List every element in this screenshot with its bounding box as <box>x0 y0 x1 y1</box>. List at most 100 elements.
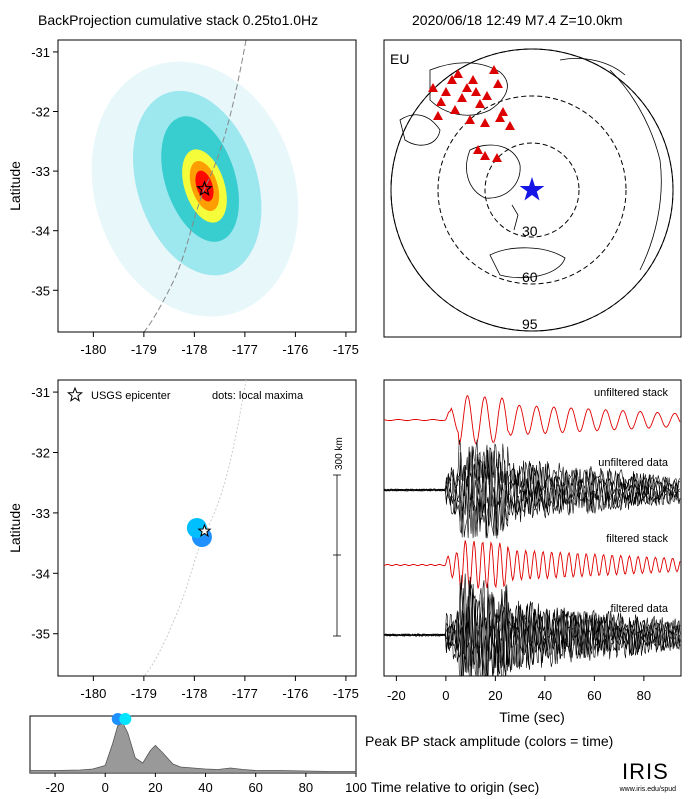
station-triangle-icon <box>436 97 446 106</box>
ring-30 <box>484 142 580 238</box>
amplitude-xlabel: Time relative to origin (sec) <box>371 779 539 795</box>
x-tick-label: 40 <box>538 688 552 703</box>
trace-line <box>384 443 681 539</box>
x-tick-label: -20 <box>387 688 406 703</box>
traces-xlabel: Time (sec) <box>499 709 565 725</box>
station-map-panel: EU 30 60 95 <box>383 39 682 338</box>
station-triangle-icon <box>475 99 485 108</box>
ring-label-60: 60 <box>522 269 538 285</box>
x-tick-label: 20 <box>148 780 162 795</box>
y-tick-label: -35 <box>31 283 50 298</box>
coast-nz <box>511 204 519 231</box>
x-tick-label: -180 <box>80 342 106 357</box>
heatmap-axes: -180 -179 -178 -177 -176 -175 -31 -32 -33 -34 -35 <box>31 45 359 357</box>
station-triangle-icon <box>480 151 490 160</box>
x-tick-label: 100 <box>345 780 367 795</box>
amplitude-title: Peak BP stack amplitude (colors = time) <box>365 733 613 749</box>
y-tick-label: -34 <box>31 224 50 239</box>
y-tick-label: -33 <box>31 506 50 521</box>
station-triangle-icon <box>482 91 492 100</box>
coast-antarctica <box>489 247 566 279</box>
logo-text: IRIS <box>622 759 669 784</box>
amplitude-panel: -20 0 20 40 60 80 100 Peak BP stack amplitude … <box>29 713 613 795</box>
event-info: 2020/06/18 12:49 M7.4 Z=10.0km <box>412 12 623 28</box>
coast-north <box>559 57 626 76</box>
x-tick-label: -180 <box>80 686 106 701</box>
region-label: EU <box>390 51 409 67</box>
station-triangle-icon <box>468 75 478 84</box>
traces-panel: unfiltered stack unfiltered data filtere… <box>383 379 682 725</box>
local-maxima-axes: -180 -179 -178 -177 -176 -175 -31 -32 -33 -34 -35 <box>31 385 359 701</box>
epicenter-star-icon <box>196 180 213 196</box>
local-maxima-panel: USGS epicenter dots: local maxima 300 km… <box>7 379 359 701</box>
station-triangle-icon <box>495 113 505 122</box>
epicenter-star-icon <box>519 177 545 201</box>
heatmap-panel: -180 -179 -178 -177 -176 -175-31-32-33-34-35 … <box>7 39 359 357</box>
x-tick-label: 0 <box>442 688 449 703</box>
trace-line <box>384 394 681 446</box>
trench-line <box>143 40 247 332</box>
trace-label-unfiltered-stack: unfiltered stack <box>594 387 668 399</box>
amplitude-area <box>30 722 356 773</box>
station-triangle-icon <box>498 107 508 116</box>
traces-axes: -20 0 20 40 60 80 <box>387 676 651 703</box>
y-tick-label: -32 <box>31 105 50 120</box>
x-tick-label: -179 <box>131 342 157 357</box>
y-tick-label: -31 <box>31 45 50 60</box>
amplitude-markers <box>111 713 132 725</box>
trench-line-light <box>143 380 247 676</box>
station-triangle-icon <box>492 153 502 162</box>
coast-americas <box>609 69 662 271</box>
x-tick-label: 80 <box>637 688 651 703</box>
time-marker-dot <box>119 713 132 725</box>
ring-label-95: 95 <box>522 316 538 332</box>
y-tick-label: -34 <box>31 566 50 581</box>
x-tick-label: -175 <box>333 686 359 701</box>
legend-star-icon <box>66 386 84 402</box>
station-triangle-icon <box>493 79 503 88</box>
x-tick-label: -176 <box>282 342 308 357</box>
station-triangle-icon <box>441 87 451 96</box>
amplitude-axes: -20 0 20 40 60 80 100 <box>46 773 367 795</box>
station-triangle-icon <box>433 111 443 120</box>
x-tick-label: 60 <box>248 780 262 795</box>
trace-label-filtered-stack: filtered stack <box>606 533 668 545</box>
station-markers <box>428 65 515 162</box>
y-tick-label: -35 <box>31 627 50 642</box>
chart-title: BackProjection cumulative stack 0.25to1.… <box>38 12 318 28</box>
x-tick-label: -178 <box>181 686 207 701</box>
x-tick-label: -178 <box>181 342 207 357</box>
y-tick-label: -32 <box>31 445 50 460</box>
station-triangle-icon <box>457 93 467 102</box>
trace-line <box>384 439 681 537</box>
heatmap-blobs <box>91 61 299 317</box>
trace-label-unfiltered-data: unfiltered data <box>598 457 669 469</box>
heatmap-frame <box>57 39 357 333</box>
station-triangle-icon <box>489 65 499 74</box>
station-triangle-icon <box>471 87 481 96</box>
station-triangle-icon <box>447 75 457 84</box>
ring-label-30: 30 <box>522 223 538 239</box>
y-tick-label: -31 <box>31 385 50 400</box>
trace-label-filtered-data: filtered data <box>611 603 669 615</box>
iris-logo: IRIS www.iris.edu/spud <box>619 759 677 793</box>
ring-60 <box>437 95 627 285</box>
scale-label: 300 km <box>334 437 345 470</box>
amplitude-frame <box>29 715 357 774</box>
coast-india <box>399 114 441 146</box>
station-triangle-icon <box>465 115 475 124</box>
trace-line <box>384 584 681 676</box>
x-tick-label: -176 <box>282 686 308 701</box>
station-triangle-icon <box>453 69 463 78</box>
station-triangle-icon <box>450 105 460 114</box>
x-tick-label: -177 <box>232 342 258 357</box>
station-triangle-icon <box>462 83 472 92</box>
x-tick-label: 20 <box>488 688 502 703</box>
logo-url: www.iris.edu/spud <box>619 786 677 793</box>
x-tick-label: -177 <box>232 686 258 701</box>
local-maxima-ylabel: Latitude <box>7 503 23 553</box>
x-tick-label: 80 <box>299 780 313 795</box>
x-tick-label: 40 <box>198 780 212 795</box>
y-tick-label: -33 <box>31 164 50 179</box>
x-tick-label: 0 <box>102 780 109 795</box>
